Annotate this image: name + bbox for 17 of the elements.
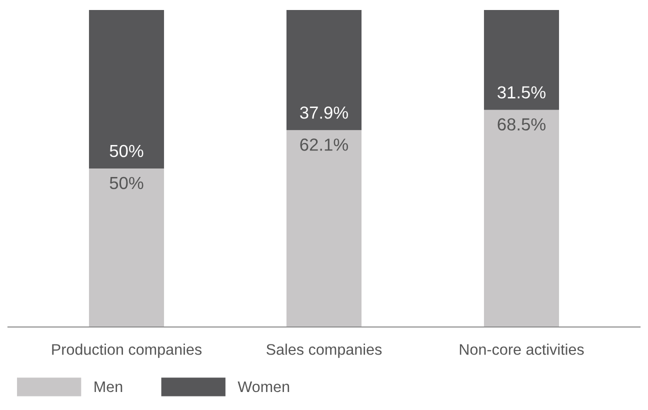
data-label: 50% (110, 144, 144, 158)
x-tick-label: Sales companies (266, 344, 382, 358)
legend-label: Men (94, 381, 122, 392)
bar (484, 10, 560, 110)
bar (484, 110, 560, 327)
bar (88, 168, 164, 327)
data-label: 37.9% (300, 106, 348, 119)
x-tick-label: Production companies (52, 344, 202, 358)
bar (88, 10, 164, 168)
data-label: 50% (110, 176, 144, 190)
bar (286, 10, 362, 130)
data-label: 62.1% (300, 138, 348, 151)
legend-label: Women (238, 381, 290, 392)
data-label: 68.5% (498, 118, 546, 131)
x-tick-label: Non-core activities (460, 344, 584, 355)
bar (286, 130, 362, 327)
data-label: 31.5% (498, 86, 546, 98)
